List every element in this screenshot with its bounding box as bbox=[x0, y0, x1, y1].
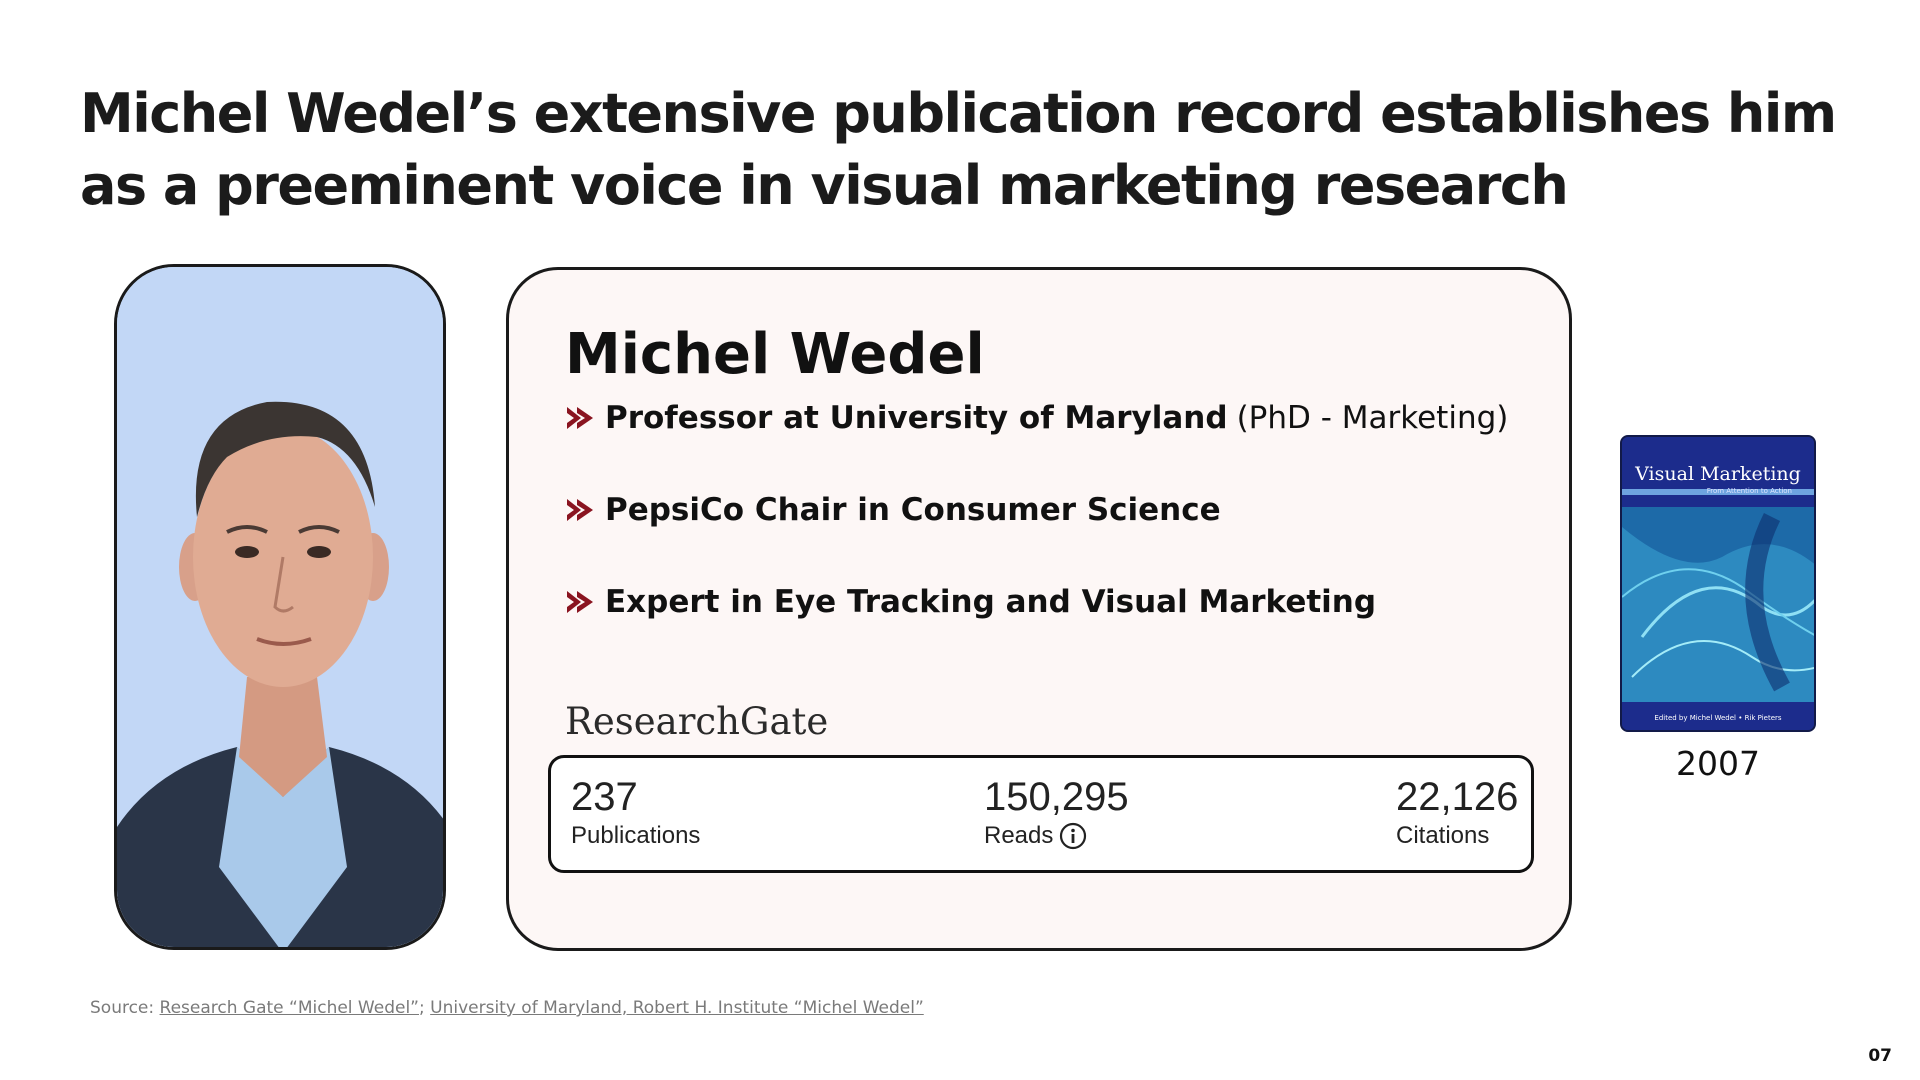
source-link-umd[interactable]: University of Maryland, Robert H. Instit… bbox=[430, 998, 924, 1018]
profile-card: Michel Wedel Professor at University of … bbox=[506, 267, 1572, 951]
stat-label: Reads bbox=[984, 822, 1054, 849]
bullet-text: Professor at University of Maryland bbox=[605, 400, 1228, 436]
info-icon[interactable] bbox=[1059, 822, 1087, 850]
profile-name: Michel Wedel bbox=[565, 322, 985, 387]
bullet-text: PepsiCo Chair in Consumer Science bbox=[605, 492, 1221, 528]
researchgate-stats-box: 237 Publications 150,295 Reads 22,126 Ci… bbox=[548, 755, 1534, 873]
source-citation: Source: Research Gate “Michel Wedel”; Un… bbox=[90, 998, 924, 1018]
stat-value: 237 bbox=[571, 775, 638, 819]
stat-value: 150,295 bbox=[984, 775, 1129, 819]
double-chevron-icon bbox=[567, 591, 593, 613]
stat-label: Publications bbox=[571, 822, 701, 849]
source-prefix: Source: bbox=[90, 998, 155, 1018]
bullet-pepsico-chair: PepsiCo Chair in Consumer Science bbox=[565, 492, 1221, 528]
book-year: 2007 bbox=[1676, 744, 1760, 783]
bullet-detail: (PhD - Marketing) bbox=[1236, 400, 1509, 436]
double-chevron-icon bbox=[567, 407, 593, 429]
researchgate-logo: ResearchGate bbox=[565, 700, 829, 743]
bullet-text: Expert in Eye Tracking and Visual Market… bbox=[605, 584, 1377, 620]
stat-publications: 237 Publications bbox=[571, 774, 700, 852]
portrait-illustration bbox=[117, 267, 443, 947]
page-number: 07 bbox=[1868, 1046, 1892, 1066]
slide-title: Michel Wedel’s extensive publication rec… bbox=[80, 82, 1837, 217]
stat-citations: 22,126 Citations bbox=[1396, 774, 1518, 852]
profile-photo bbox=[114, 264, 446, 950]
stat-label-row: Reads bbox=[984, 820, 1129, 852]
stat-value: 22,126 bbox=[1396, 775, 1519, 819]
double-chevron-icon bbox=[567, 499, 593, 521]
book-editors: Edited by Michel Wedel • Rik Pieters bbox=[1654, 714, 1782, 722]
book-cover: Visual Marketing From Attention to Actio… bbox=[1620, 435, 1816, 732]
bullet-expertise: Expert in Eye Tracking and Visual Market… bbox=[565, 584, 1376, 620]
book-cover-art bbox=[1622, 437, 1814, 730]
stat-label: Citations bbox=[1396, 822, 1490, 849]
book-subtitle: From Attention to Action bbox=[1706, 487, 1792, 495]
stat-reads: 150,295 Reads bbox=[984, 774, 1129, 852]
book-title: Visual Marketing bbox=[1635, 463, 1801, 485]
source-link-researchgate[interactable]: Research Gate “Michel Wedel” bbox=[159, 998, 419, 1018]
source-separator: ; bbox=[419, 998, 425, 1018]
bullet-professor: Professor at University of Maryland (PhD… bbox=[565, 400, 1508, 436]
